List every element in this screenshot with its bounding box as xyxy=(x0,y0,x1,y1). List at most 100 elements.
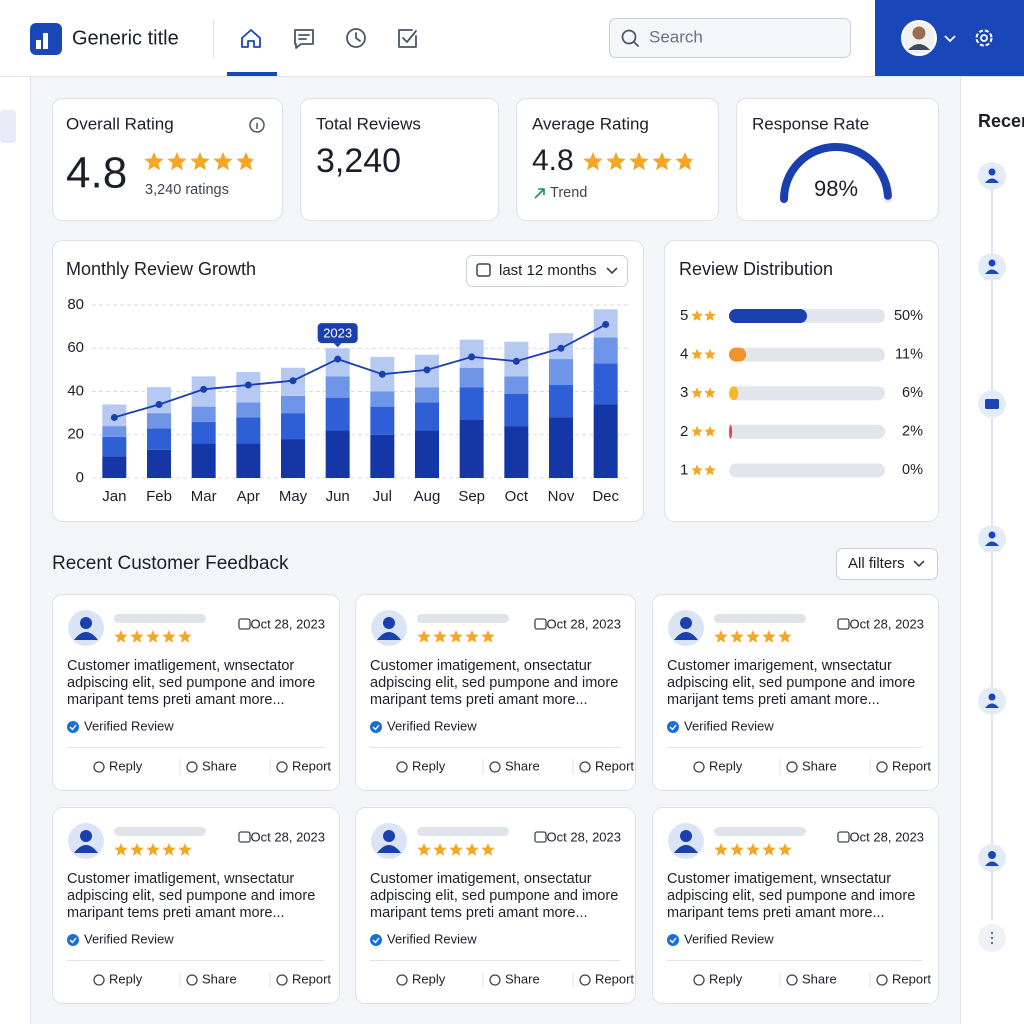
action-button[interactable]: Report xyxy=(595,758,634,773)
trend-point xyxy=(244,381,252,389)
kpi-label: Overall Rating xyxy=(66,114,174,133)
action-icon[interactable] xyxy=(276,974,288,986)
name-placeholder xyxy=(114,827,206,836)
action-button[interactable]: Share xyxy=(505,971,540,986)
action-icon[interactable] xyxy=(396,974,408,986)
action-icon[interactable] xyxy=(489,974,501,986)
bar-segment xyxy=(102,436,127,457)
verified-check xyxy=(372,724,380,731)
action-icon[interactable] xyxy=(786,974,798,986)
value-label: 11% xyxy=(895,346,923,362)
app-title: Generic title xyxy=(72,27,179,49)
star-icon xyxy=(704,464,716,476)
star-icon xyxy=(114,630,128,643)
gauge-label: 98% xyxy=(814,176,858,201)
kpi-sub: 3,240 ratings xyxy=(145,182,229,198)
action-icon[interactable] xyxy=(396,761,408,773)
action-button[interactable]: Share xyxy=(202,971,237,986)
star-icon xyxy=(691,425,703,437)
bar xyxy=(729,424,733,439)
action-icon[interactable] xyxy=(876,974,888,986)
bar-segment xyxy=(415,430,439,478)
bar-segment xyxy=(549,417,573,478)
star-icon xyxy=(704,425,716,437)
verified-check xyxy=(669,724,677,731)
action-button[interactable]: Reply xyxy=(109,758,143,773)
avatar[interactable] xyxy=(901,20,937,56)
verified-check xyxy=(669,937,677,944)
range-selector-label: last 12 months xyxy=(499,262,597,279)
nav-messages[interactable] xyxy=(294,29,314,49)
verified-icon xyxy=(67,934,79,946)
action-button[interactable]: Reply xyxy=(412,971,446,986)
star-icon xyxy=(704,310,716,321)
action-icon[interactable] xyxy=(786,761,798,773)
y-tick-label: 80 xyxy=(67,296,84,313)
bar-segment xyxy=(191,406,216,422)
bar-segment xyxy=(459,387,484,420)
star-filled xyxy=(583,152,603,171)
trend-point xyxy=(200,385,208,393)
y-tick-label: 0 xyxy=(76,469,84,486)
action-button[interactable]: Share xyxy=(202,758,237,773)
action-icon[interactable] xyxy=(579,974,591,986)
action-icon[interactable] xyxy=(876,761,888,773)
review-text: adpiscing elit, sed pumpone and imore xyxy=(370,675,618,691)
nav-home[interactable] xyxy=(227,29,277,76)
range-selector[interactable] xyxy=(466,255,628,287)
search-box[interactable] xyxy=(609,18,851,58)
trend-point xyxy=(557,344,565,352)
action-icon[interactable] xyxy=(93,974,105,986)
action-icon[interactable] xyxy=(93,761,105,773)
action-button[interactable]: Share xyxy=(802,758,837,773)
action-button[interactable]: Report xyxy=(595,971,634,986)
action-button[interactable]: Reply xyxy=(412,758,446,773)
logo[interactable] xyxy=(30,23,62,55)
calendar-icon xyxy=(837,618,850,630)
action-button[interactable]: Report xyxy=(892,758,931,773)
star-filled xyxy=(213,152,233,171)
action-button[interactable]: Share xyxy=(802,971,837,986)
action-icon[interactable] xyxy=(693,761,705,773)
star-icon xyxy=(433,630,447,643)
action-icon[interactable] xyxy=(579,761,591,773)
settings[interactable] xyxy=(975,29,993,47)
review-date: Oct 28, 2023 xyxy=(850,616,924,631)
action-button[interactable]: Reply xyxy=(109,971,143,986)
star-icon xyxy=(691,387,703,399)
action-button[interactable]: Report xyxy=(292,758,331,773)
kpi-value: 4.8 xyxy=(66,149,127,198)
x-tick-label: Oct xyxy=(505,488,529,505)
chart-title: Review Distribution xyxy=(679,259,833,279)
verified-label: Verified Review xyxy=(84,931,174,946)
action-icon[interactable] xyxy=(186,974,198,986)
kpi-label: Average Rating xyxy=(532,114,649,133)
feedback-card xyxy=(52,807,340,1004)
action-icon[interactable] xyxy=(489,761,501,773)
action-button[interactable]: Share xyxy=(505,758,540,773)
action-button[interactable]: Report xyxy=(292,971,331,986)
action-icon[interactable] xyxy=(693,974,705,986)
rail-selected-item[interactable] xyxy=(0,110,16,143)
action-button[interactable]: Reply xyxy=(709,758,743,773)
nav-history[interactable] xyxy=(346,28,366,48)
action-icon[interactable] xyxy=(186,761,198,773)
filter-button[interactable] xyxy=(836,548,938,580)
action-button[interactable]: Reply xyxy=(709,971,743,986)
trend-point xyxy=(468,353,476,361)
bar-segment xyxy=(593,363,618,405)
star-icon xyxy=(162,843,176,856)
x-tick-label: Apr xyxy=(237,488,260,505)
x-tick-label: Dec xyxy=(592,488,619,505)
action-button[interactable]: Report xyxy=(892,971,931,986)
nav-tasks[interactable] xyxy=(398,29,417,48)
info-icon[interactable] xyxy=(249,117,265,133)
action-icon[interactable] xyxy=(276,761,288,773)
account-chevron[interactable] xyxy=(944,35,956,43)
bar-segment xyxy=(593,404,618,478)
calendar-icon xyxy=(476,263,491,277)
calendar-icon xyxy=(534,831,547,843)
star-filled xyxy=(190,152,210,171)
bar-segment xyxy=(325,430,350,478)
